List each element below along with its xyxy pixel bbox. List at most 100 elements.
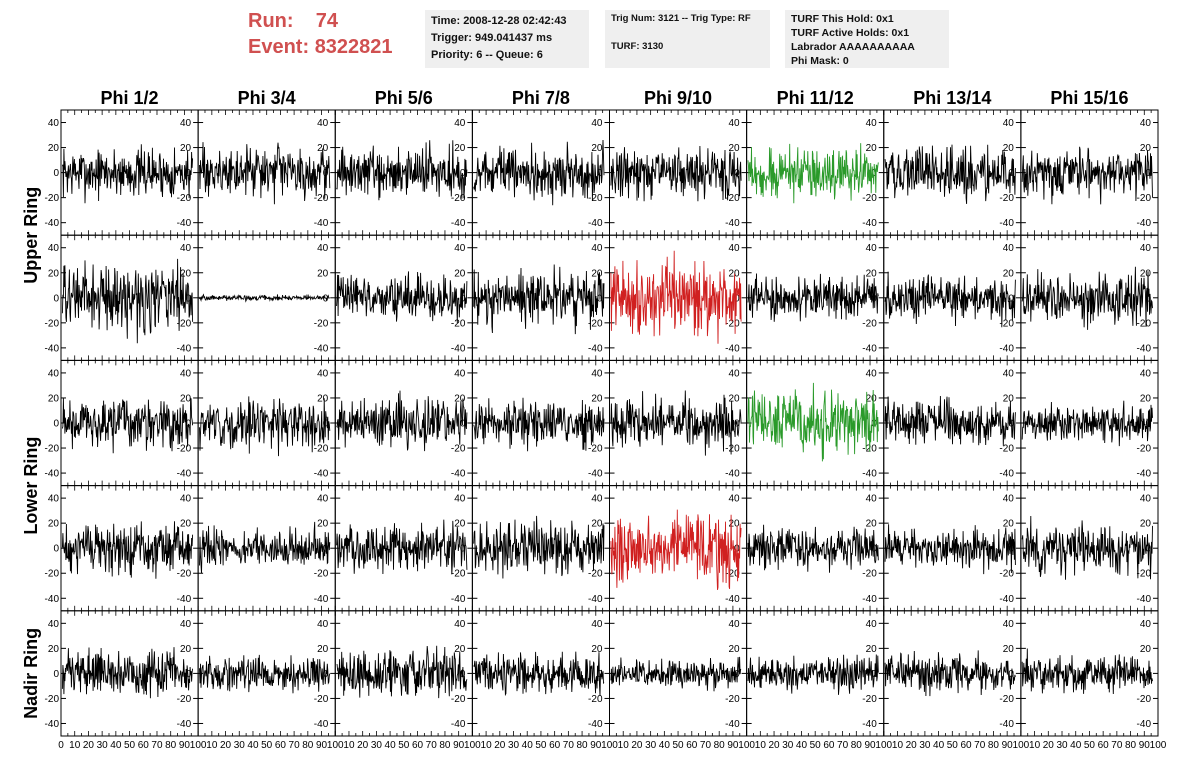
y-tick-label: -20 (999, 193, 1014, 204)
x-tick-label: 70 (974, 740, 986, 751)
y-tick-label: 20 (1140, 393, 1152, 404)
y-tick-label: 40 (729, 619, 741, 630)
y-tick-label: 40 (48, 368, 60, 379)
y-tick-label: 40 (1140, 118, 1152, 129)
y-tick-label: -40 (314, 594, 329, 605)
x-tick-label: 30 (508, 740, 520, 751)
x-tick-label: 80 (577, 740, 589, 751)
waveform-trace (884, 144, 1016, 204)
x-tick-label: 70 (426, 740, 438, 751)
x-tick-label: 50 (398, 740, 410, 751)
waveform-trace (884, 524, 1016, 575)
y-tick-label: -20 (451, 694, 466, 705)
y-tick-label: -40 (45, 343, 60, 354)
column-header: Phi 3/4 (238, 88, 296, 108)
info-trigger: Trigger: 949.041437 ms (431, 32, 553, 44)
x-tick-label: 70 (1111, 740, 1123, 751)
y-tick-label: -20 (862, 318, 877, 329)
x-tick-label: 10 (481, 740, 493, 751)
turf-hold-info: TURF This Hold: 0x1 TURF Active Holds: 0… (785, 10, 949, 68)
y-tick-label: 20 (1003, 143, 1015, 154)
y-tick-label: 40 (180, 368, 192, 379)
waveform-trace (336, 645, 468, 699)
y-tick-label: 40 (454, 494, 466, 505)
column-header: Phi 11/12 (777, 88, 854, 108)
y-tick-label: 40 (317, 118, 329, 129)
x-tick-label: 40 (522, 740, 534, 751)
y-tick-label: -40 (451, 343, 466, 354)
panel-frame (1020, 610, 1159, 737)
y-tick-label: -40 (862, 469, 877, 480)
y-tick-label: -40 (177, 218, 192, 229)
y-tick-label: 20 (454, 268, 466, 279)
y-tick-label: 40 (317, 243, 329, 254)
waveform-trace (747, 382, 879, 462)
waveform-trace (199, 142, 331, 205)
y-tick-label: 20 (729, 519, 741, 530)
y-tick-label: -40 (588, 719, 603, 730)
y-tick-label: 40 (866, 494, 878, 505)
y-tick-label: 40 (1140, 243, 1152, 254)
y-tick-label: -20 (588, 193, 603, 204)
y-tick-label: 40 (591, 243, 603, 254)
y-tick-label: 20 (180, 519, 192, 530)
waveform-trace (336, 271, 468, 324)
row-label: Upper Ring (21, 187, 41, 284)
y-tick-label: -40 (999, 343, 1014, 354)
y-tick-label: 20 (317, 644, 329, 655)
y-tick-label: -40 (725, 343, 740, 354)
y-tick-label: 20 (317, 268, 329, 279)
y-tick-label: -40 (451, 469, 466, 480)
x-tick-label: 80 (302, 740, 314, 751)
waveform-trace (610, 250, 742, 344)
run-line: Run: 74 (248, 8, 418, 34)
column-header: Phi 15/16 (1050, 88, 1128, 108)
column-header: Phi 5/6 (375, 88, 433, 108)
y-tick-label: 20 (591, 268, 603, 279)
x-tick-label: 100 (601, 740, 618, 751)
y-tick-label: -20 (451, 193, 466, 204)
waveform-trace (473, 139, 605, 206)
x-tick-label: 100 (464, 740, 481, 751)
y-tick-label: -20 (1137, 318, 1152, 329)
y-tick-label: 40 (317, 494, 329, 505)
panel-frame (197, 359, 336, 487)
y-tick-label: 40 (866, 368, 878, 379)
x-tick-label: 30 (234, 740, 246, 751)
y-tick-label: -20 (314, 694, 329, 705)
y-tick-label: -40 (177, 343, 192, 354)
y-tick-label: -20 (314, 193, 329, 204)
y-tick-label: -40 (45, 719, 60, 730)
y-tick-label: 20 (1140, 644, 1152, 655)
y-tick-label: 40 (454, 368, 466, 379)
y-tick-label: -20 (177, 569, 192, 580)
waveform-trace (1021, 515, 1153, 580)
y-tick-label: 40 (591, 118, 603, 129)
x-tick-label: 20 (631, 740, 643, 751)
x-tick-label: 10 (755, 740, 767, 751)
x-tick-label: 100 (875, 740, 892, 751)
y-tick-label: 20 (591, 644, 603, 655)
x-tick-label: 50 (261, 740, 273, 751)
y-tick-label: -40 (1137, 719, 1152, 730)
y-tick-label: 0 (53, 669, 59, 680)
y-tick-label: -20 (45, 318, 60, 329)
y-tick-label: 0 (53, 419, 59, 430)
y-tick-label: -20 (451, 444, 466, 455)
info-turf-this-hold: TURF This Hold: 0x1 (791, 13, 894, 25)
time-trigger-info: Time: 2008-12-28 02:42:43 Trigger: 949.0… (425, 10, 589, 68)
y-tick-label: -20 (45, 694, 60, 705)
